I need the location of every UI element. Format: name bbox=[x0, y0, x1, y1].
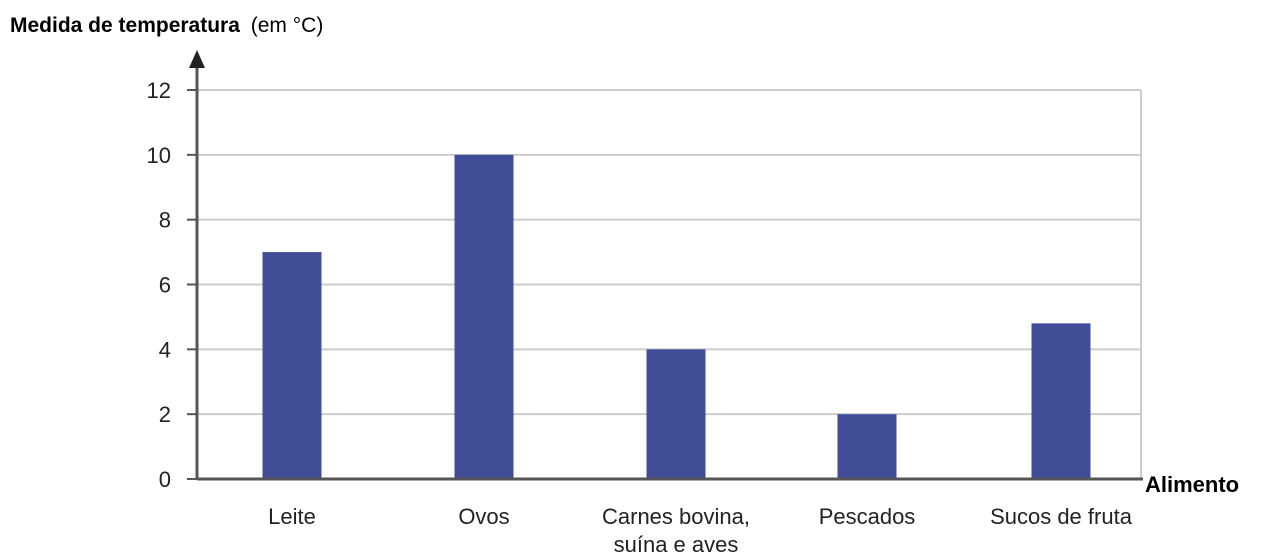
y-axis-title: Medida de temperatura (em °C) bbox=[10, 14, 323, 37]
y-tick-label: 2 bbox=[159, 402, 171, 427]
x-category-label: Pescados bbox=[819, 504, 916, 529]
y-tick-label: 6 bbox=[159, 273, 171, 298]
y-tick-label: 4 bbox=[159, 337, 171, 362]
x-axis-title: Alimento bbox=[1145, 472, 1239, 497]
x-category-label: Carnes bovina, suína e aves bbox=[602, 504, 750, 557]
x-category-labels: Leite Ovos Carnes bovina, suína e aves Pesca… bbox=[268, 504, 1133, 557]
y-axis-title-main: Medida de temperatura bbox=[10, 14, 240, 37]
axes bbox=[187, 50, 1143, 481]
bar bbox=[262, 252, 322, 479]
x-category-label: Leite bbox=[268, 504, 316, 529]
bar bbox=[454, 154, 514, 480]
y-tick-labels: 0 2 4 6 8 10 12 bbox=[147, 78, 171, 492]
y-tick-label: 8 bbox=[159, 208, 171, 233]
x-category-label: Sucos de fruta bbox=[990, 504, 1133, 529]
y-axis-title-unit: (em °C) bbox=[251, 14, 324, 37]
grid-lines bbox=[197, 89, 1142, 479]
y-tick-label: 10 bbox=[147, 143, 171, 168]
bar bbox=[1031, 323, 1091, 479]
bars bbox=[262, 154, 1091, 480]
y-tick-label: 12 bbox=[147, 78, 171, 103]
y-axis-arrow-icon bbox=[189, 50, 205, 68]
bar bbox=[837, 414, 897, 479]
bar bbox=[646, 349, 706, 479]
y-tick-label: 0 bbox=[159, 467, 171, 492]
x-category-label: Ovos bbox=[458, 504, 509, 529]
